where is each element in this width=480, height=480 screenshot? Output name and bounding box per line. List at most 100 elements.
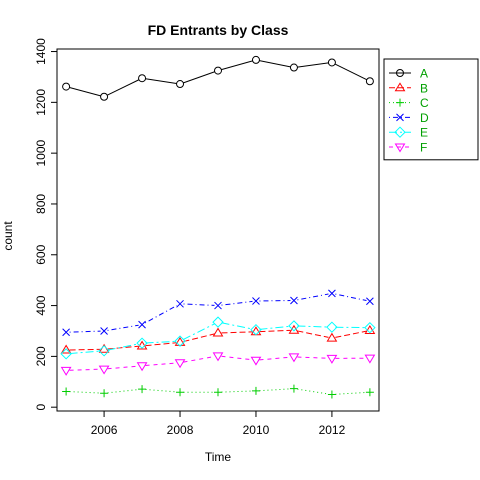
series-c-segment <box>259 388 291 392</box>
legend-item-d: D <box>389 111 429 125</box>
legend-item-b: B <box>389 81 428 95</box>
series-e-point <box>250 324 262 336</box>
series-e <box>60 316 376 360</box>
series-e-segment <box>107 343 139 351</box>
series-b-segment <box>107 345 139 350</box>
series-e-point <box>326 321 338 333</box>
series-c-segment <box>145 388 177 393</box>
legend-label-f: F <box>420 141 427 155</box>
y-tick-label: 800 <box>34 194 48 214</box>
series-e-segment <box>69 350 101 355</box>
series-b-segment <box>297 330 329 338</box>
series-b-point <box>288 324 300 334</box>
series-e-point <box>364 321 376 334</box>
series-f-point <box>136 362 148 372</box>
series-a-segment <box>69 87 101 97</box>
series-b-point <box>212 327 224 337</box>
series-d-point <box>138 320 146 329</box>
series-f <box>60 352 376 376</box>
series-a <box>62 55 374 101</box>
series-f-point <box>212 352 224 362</box>
x-tick-label: 2006 <box>91 423 118 437</box>
series-d-segment <box>69 330 101 333</box>
series-a-point <box>365 77 374 86</box>
legend-marker-d <box>396 113 404 122</box>
series-b <box>60 324 376 354</box>
series-e-segment <box>259 325 291 330</box>
chart-title: FD Entrants by Class <box>148 22 289 38</box>
x-axis-label: Time <box>205 450 232 464</box>
y-tick-label: 0 <box>34 404 48 411</box>
series-d-point <box>100 327 108 335</box>
series-c-point <box>100 389 109 398</box>
y-tick-label: 600 <box>34 244 48 264</box>
series-e-segment <box>145 340 177 344</box>
series-e-point <box>98 345 110 357</box>
series-c-point <box>176 388 185 397</box>
series-f-segment <box>107 365 139 370</box>
series-d-segment <box>297 293 329 301</box>
y-tick-label: 200 <box>34 346 48 366</box>
series-c-segment <box>69 391 101 394</box>
series-e-point <box>288 320 300 332</box>
series-a-point <box>251 55 260 64</box>
series-f-point <box>98 365 110 375</box>
series-d-segment <box>183 303 215 306</box>
series-d-point <box>62 328 70 337</box>
series-e-point <box>212 316 224 328</box>
series-d-segment <box>107 324 139 331</box>
series-f-segment <box>183 356 215 363</box>
legend-label-b: B <box>420 81 428 95</box>
legend-marker-b <box>394 82 406 92</box>
series-c-segment <box>335 391 367 395</box>
legend-item-c: C <box>389 96 429 110</box>
series-b-segment <box>335 330 367 338</box>
legend-item-a: A <box>389 67 428 81</box>
series-c-point <box>365 388 374 397</box>
series-b-point <box>174 336 186 346</box>
legend-label-e: E <box>420 126 428 140</box>
series-a-segment <box>334 63 367 81</box>
legend-label-c: C <box>420 96 429 110</box>
plot-frame <box>56 48 380 412</box>
series-f-point <box>60 366 72 376</box>
series-f-point <box>326 354 338 364</box>
x-tick-label: 2012 <box>319 423 346 437</box>
series-b-segment <box>145 342 177 347</box>
series-a-point <box>214 66 222 75</box>
series-c <box>62 384 374 399</box>
series-e-point <box>174 335 186 347</box>
series-b-segment <box>183 333 215 343</box>
series-e-point <box>136 337 148 349</box>
series-a-segment <box>145 78 177 85</box>
x-tick-label: 2008 <box>167 423 194 437</box>
series-f-point <box>250 356 262 366</box>
series-e-segment <box>297 325 329 328</box>
y-tick-label: 1000 <box>34 139 48 166</box>
plot-area: 2006 2008 2010 2012 0 200 400 600 800 1000 1200 140… <box>34 38 380 437</box>
series-f-point <box>364 354 376 364</box>
y-tick-label: 1200 <box>34 89 48 116</box>
series-a-point <box>100 92 109 101</box>
series-c-point <box>327 390 336 399</box>
series-d-point <box>328 289 336 298</box>
y-tick-label: 400 <box>34 295 48 315</box>
series-f-segment <box>69 368 101 371</box>
series-d-point <box>214 301 222 310</box>
legend-marker-a <box>396 69 404 77</box>
series-a-point <box>62 82 71 91</box>
series-f-point <box>288 353 300 363</box>
series-f-segment <box>259 356 291 361</box>
series-a-point <box>138 74 147 83</box>
series-c-segment <box>221 390 253 393</box>
series-b-point <box>60 344 72 354</box>
series-d-point <box>290 296 298 305</box>
legend-box <box>383 58 479 161</box>
legend-label-a: A <box>420 67 428 81</box>
series-e-point <box>60 348 72 360</box>
legend-marker-c <box>396 98 404 107</box>
series-c-segment <box>297 388 329 395</box>
series-f-segment <box>221 355 253 361</box>
series-a-segment <box>221 60 253 71</box>
y-tick-label: 1400 <box>34 38 48 65</box>
